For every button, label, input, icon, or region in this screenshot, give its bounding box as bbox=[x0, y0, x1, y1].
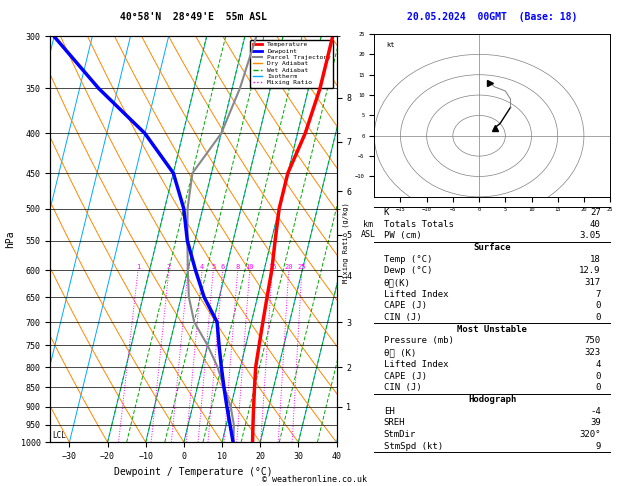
Text: 12.9: 12.9 bbox=[579, 266, 601, 276]
Text: 8: 8 bbox=[236, 264, 240, 270]
Text: CAPE (J): CAPE (J) bbox=[384, 371, 426, 381]
Text: Most Unstable: Most Unstable bbox=[457, 325, 527, 334]
Text: 320°: 320° bbox=[579, 430, 601, 439]
Text: 0: 0 bbox=[595, 371, 601, 381]
Text: 40: 40 bbox=[590, 220, 601, 228]
Text: 25: 25 bbox=[298, 264, 306, 270]
Text: 0: 0 bbox=[595, 383, 601, 392]
Text: 15: 15 bbox=[268, 264, 277, 270]
Text: 317: 317 bbox=[584, 278, 601, 287]
Text: 39: 39 bbox=[590, 418, 601, 427]
Text: Pressure (mb): Pressure (mb) bbox=[384, 336, 454, 346]
Text: θᴇ(K): θᴇ(K) bbox=[384, 278, 411, 287]
Text: Mixing Ratio (g/kg): Mixing Ratio (g/kg) bbox=[343, 203, 349, 283]
Text: 20.05.2024  00GMT  (Base: 18): 20.05.2024 00GMT (Base: 18) bbox=[407, 12, 577, 22]
Text: Surface: Surface bbox=[474, 243, 511, 252]
Text: θᴇ (K): θᴇ (K) bbox=[384, 348, 416, 357]
Text: EH: EH bbox=[384, 407, 394, 416]
Text: Lifted Index: Lifted Index bbox=[384, 290, 448, 299]
Legend: Temperature, Dewpoint, Parcel Trajectory, Dry Adiabat, Wet Adiabat, Isotherm, Mi: Temperature, Dewpoint, Parcel Trajectory… bbox=[250, 39, 333, 88]
Text: Hodograph: Hodograph bbox=[468, 395, 516, 404]
Text: CIN (J): CIN (J) bbox=[384, 313, 421, 322]
Text: CAPE (J): CAPE (J) bbox=[384, 301, 426, 311]
Text: Temp (°C): Temp (°C) bbox=[384, 255, 432, 263]
Text: 10: 10 bbox=[245, 264, 254, 270]
Text: kt: kt bbox=[386, 42, 394, 48]
Text: 9: 9 bbox=[595, 442, 601, 451]
Text: 1: 1 bbox=[136, 264, 140, 270]
Text: 0: 0 bbox=[595, 313, 601, 322]
Text: 0: 0 bbox=[595, 301, 601, 311]
Text: LCL: LCL bbox=[52, 431, 66, 440]
Text: 6: 6 bbox=[221, 264, 225, 270]
Text: 40°58'N  28°49'E  55m ASL: 40°58'N 28°49'E 55m ASL bbox=[120, 12, 267, 22]
Text: 18: 18 bbox=[590, 255, 601, 263]
Text: © weatheronline.co.uk: © weatheronline.co.uk bbox=[262, 474, 367, 484]
Text: 750: 750 bbox=[584, 336, 601, 346]
Text: StmDir: StmDir bbox=[384, 430, 416, 439]
Text: 3: 3 bbox=[186, 264, 190, 270]
X-axis label: Dewpoint / Temperature (°C): Dewpoint / Temperature (°C) bbox=[114, 467, 273, 477]
Text: 27: 27 bbox=[590, 208, 601, 217]
Text: Totals Totals: Totals Totals bbox=[384, 220, 454, 228]
Text: Dewp (°C): Dewp (°C) bbox=[384, 266, 432, 276]
Y-axis label: hPa: hPa bbox=[5, 230, 15, 248]
Text: 3.05: 3.05 bbox=[579, 231, 601, 240]
Text: K: K bbox=[384, 208, 389, 217]
Text: -4: -4 bbox=[590, 407, 601, 416]
Text: 2: 2 bbox=[167, 264, 171, 270]
Text: Lifted Index: Lifted Index bbox=[384, 360, 448, 369]
Text: 4: 4 bbox=[200, 264, 204, 270]
Text: SREH: SREH bbox=[384, 418, 405, 427]
Y-axis label: km
ASL: km ASL bbox=[360, 220, 376, 240]
Text: 323: 323 bbox=[584, 348, 601, 357]
Text: 4: 4 bbox=[595, 360, 601, 369]
Text: CIN (J): CIN (J) bbox=[384, 383, 421, 392]
Text: 7: 7 bbox=[595, 290, 601, 299]
Text: PW (cm): PW (cm) bbox=[384, 231, 421, 240]
Text: 20: 20 bbox=[284, 264, 293, 270]
Text: 5: 5 bbox=[211, 264, 215, 270]
Text: StmSpd (kt): StmSpd (kt) bbox=[384, 442, 443, 451]
